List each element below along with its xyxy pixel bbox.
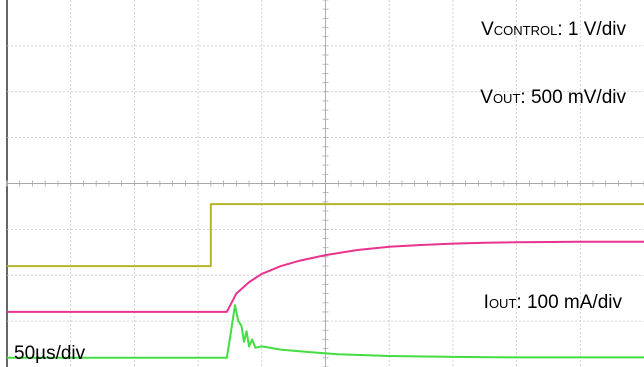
series-scale-iout: : 100 mA/div — [516, 292, 622, 313]
trace-vout — [7, 240, 644, 313]
series-scale-vcontrol: : 1 V/div — [557, 19, 626, 40]
trace-iout — [7, 304, 644, 359]
series-subscript-iout: OUT — [489, 296, 517, 311]
series-label-iout: IOUT: 100 mA/div — [484, 292, 623, 313]
series-label-vcontrol: VCONTROL: 1 V/div — [481, 19, 626, 40]
series-name-vcontrol: V — [481, 19, 494, 40]
series-name-iout: I — [484, 292, 489, 313]
plot-grid — [6, 0, 644, 367]
series-name-vout: V — [480, 87, 493, 108]
plot-traces — [7, 203, 644, 359]
trace-vcontrol — [7, 203, 644, 268]
timebase-label: 50µs/div — [14, 343, 86, 364]
series-label-vout: VOUT: 500 mV/div — [480, 87, 626, 108]
series-subscript-vout: OUT — [493, 91, 521, 106]
series-scale-vout: : 500 mV/div — [520, 87, 626, 108]
series-subscript-vcontrol: CONTROL — [494, 23, 558, 38]
